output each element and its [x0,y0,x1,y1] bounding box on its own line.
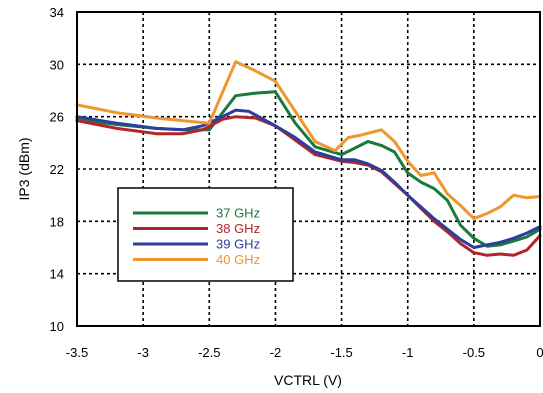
y-tick-label: 10 [50,319,64,334]
y-tick-labels: 10 14 18 22 26 30 34 [50,5,64,334]
x-tick-label: -3.5 [66,345,88,360]
plot-frame [76,11,541,327]
x-tick-labels: -3.5 -3 -2.5 -2 -1.5 -1 -0.5 0 [66,345,543,360]
y-tick-label: 14 [50,267,64,282]
x-tick-label: -0.5 [463,345,485,360]
legend-label: 40 GHz [216,252,260,267]
x-tick-label: 0 [536,345,543,360]
grid-lines [77,12,540,326]
series-group [75,60,542,257]
x-tick-label: -1.5 [330,345,352,360]
series-line-40-ghz [75,60,542,221]
legend-box [117,187,294,282]
y-axis-label: IP3 (dBm) [16,137,32,200]
x-tick-label: -1 [402,345,414,360]
legend-label: 38 GHz [216,221,260,236]
x-tick-label: -2 [270,345,282,360]
legend-label: 39 GHz [216,237,260,252]
legend-label: 37 GHz [216,206,260,221]
x-axis-label: VCTRL (V) [274,372,342,388]
y-tick-label: 18 [50,214,64,229]
x-tick-label: -3 [137,345,149,360]
y-tick-label: 26 [50,110,64,125]
y-tick-label: 34 [50,5,64,20]
y-tick-label: 22 [50,162,64,177]
y-tick-label: 30 [50,57,64,72]
x-tick-label: -2.5 [198,345,220,360]
